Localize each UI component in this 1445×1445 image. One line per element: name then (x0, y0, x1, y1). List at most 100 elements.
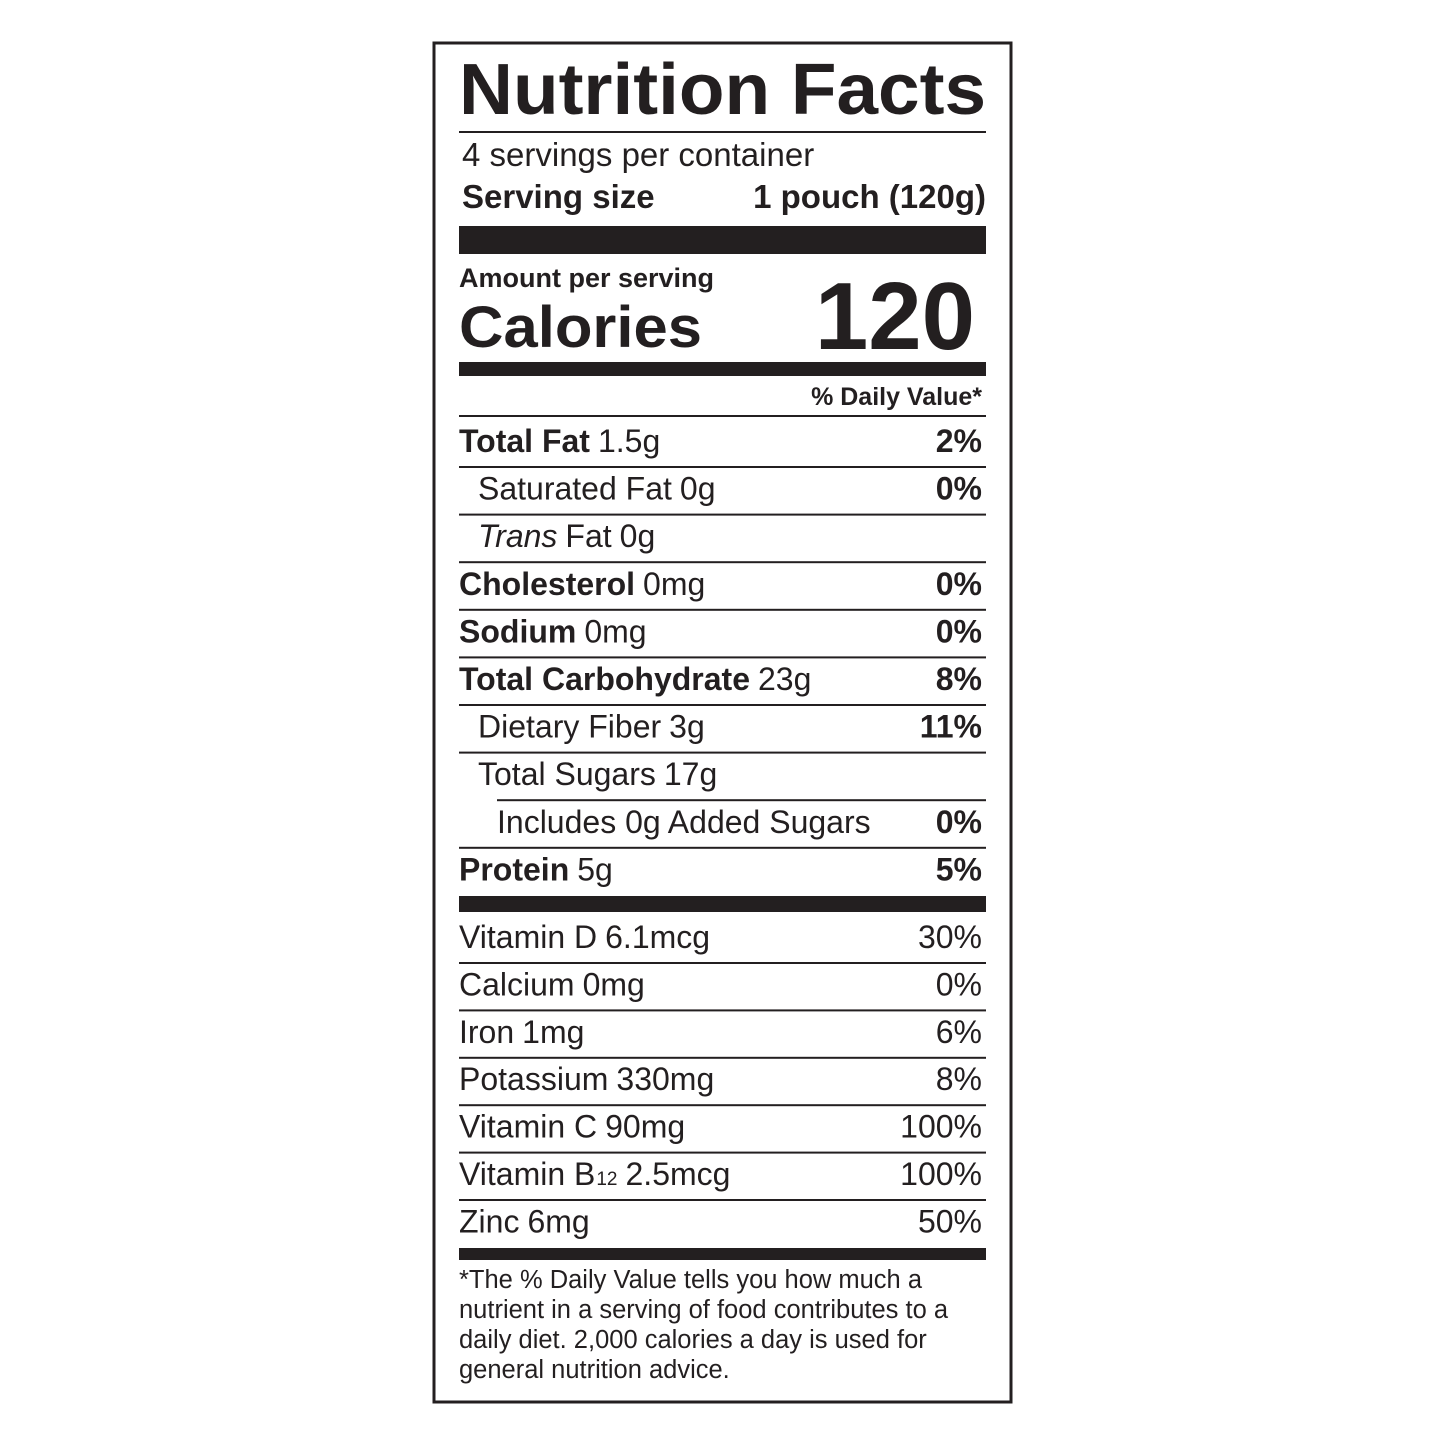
vitamin-row: Vitamin C 90mg (459, 1109, 685, 1145)
vitamin-amount: 0mg (583, 966, 645, 1002)
nutrient-name-italic: Trans (478, 518, 557, 554)
medium-bar (459, 1248, 986, 1260)
row-rule (459, 1104, 986, 1107)
nutrient-daily-value: 0% (936, 804, 982, 840)
nutrient-amount: 0g (620, 518, 656, 554)
vitamin-daily-value: 6% (936, 1014, 982, 1050)
calories-label: Calories (459, 295, 702, 360)
nutrient-amount: 0g (680, 471, 716, 507)
nutrient-row: Total Carbohydrate 23g (459, 661, 811, 697)
vitamin-name: Zinc (459, 1203, 519, 1239)
rule (459, 415, 986, 417)
daily-value-header: % Daily Value* (811, 383, 982, 411)
serving-size-label: Serving size (462, 178, 655, 215)
row-rule (459, 962, 986, 964)
vitamin-amount: 1mg (522, 1014, 584, 1050)
nutrient-daily-value: 11% (920, 709, 982, 745)
nutrient-row: Dietary Fiber 3g (478, 709, 705, 745)
nutrient-name: Fat (565, 518, 611, 554)
vitamin-daily-value: 100% (900, 1156, 982, 1192)
nutrient-name: Includes 0g Added Sugars (497, 804, 871, 840)
calories-value: 120 (815, 263, 975, 370)
nutrient-name: Dietary Fiber (478, 709, 662, 745)
nutrient-name: Saturated Fat (478, 471, 672, 507)
nutrient-daily-value: 0% (936, 471, 982, 507)
footnote-line: general nutrition advice. (459, 1356, 730, 1384)
nutrient-amount: 23g (758, 661, 811, 697)
nutrient-row: Saturated Fat 0g (478, 471, 715, 507)
vitamin-name: Iron (459, 1014, 514, 1050)
vitamin-row: Calcium 0mg (459, 966, 645, 1002)
nutrient-name: Total Fat (459, 423, 590, 459)
vitamin-daily-value: 100% (900, 1109, 982, 1145)
nutrient-daily-value: 0% (936, 566, 982, 602)
nutrient-row: Total Fat 1.5g (459, 423, 660, 459)
rule (459, 131, 986, 133)
nutrient-row: Total Sugars 17g (478, 756, 717, 792)
nutrient-amount: 17g (664, 756, 717, 792)
medium-bar (459, 362, 986, 376)
vitamin-amount: 90mg (605, 1109, 685, 1145)
nutrient-daily-value: 8% (936, 661, 982, 697)
row-rule (459, 751, 986, 754)
row-rule (459, 1009, 986, 1012)
row-rule (459, 846, 986, 849)
nutrient-row: Includes 0g Added Sugars (497, 804, 871, 840)
vitamin-name: Calcium (459, 966, 575, 1002)
row-rule (459, 1151, 986, 1154)
row-rule (459, 466, 986, 468)
thick-bar (459, 226, 986, 254)
row-rule (459, 1056, 986, 1059)
nutrient-name: Sodium (459, 613, 576, 649)
footnote-line: daily diet. 2,000 calories a day is used… (459, 1326, 927, 1354)
vitamin-daily-value: 0% (936, 966, 982, 1002)
row-rule (459, 513, 986, 516)
vitamin-name: Vitamin C (459, 1109, 597, 1145)
nutrient-name: Protein (459, 851, 569, 887)
vitamin-name: Vitamin B (459, 1156, 595, 1192)
vitamin-subscript: 12 (596, 1169, 617, 1190)
row-rule (459, 656, 986, 659)
nutrient-row: Protein 5g (459, 851, 613, 887)
label-border (432, 41, 1013, 1404)
vitamin-row: Vitamin B12 2.5mcg (459, 1156, 730, 1192)
nutrient-row: Cholesterol 0mg (459, 566, 705, 602)
row-rule (459, 561, 986, 564)
vitamin-amount: 2.5mcg (626, 1156, 731, 1192)
vitamin-daily-value: 30% (918, 919, 982, 955)
nutrient-name: Cholesterol (459, 566, 635, 602)
nutrient-amount: 0mg (584, 613, 646, 649)
nutrient-amount: 5g (577, 851, 613, 887)
footnote-line: nutrient in a serving of food contribute… (459, 1296, 949, 1324)
vitamin-row: Iron 1mg (459, 1014, 584, 1050)
vitamin-amount: 6.1mcg (605, 919, 710, 955)
nutrient-amount: 0mg (643, 566, 705, 602)
nutrient-daily-value: 5% (936, 851, 982, 887)
row-rule (497, 799, 986, 802)
nutrient-name: Total Sugars (478, 756, 656, 792)
vitamin-row: Vitamin D 6.1mcg (459, 919, 710, 955)
vitamin-row: Potassium 330mg (459, 1061, 714, 1097)
title: Nutrition Facts (459, 50, 986, 130)
vitamin-daily-value: 8% (936, 1061, 982, 1097)
nutrient-daily-value: 2% (936, 423, 982, 459)
row-rule (459, 1199, 986, 1201)
vitamin-amount: 330mg (616, 1061, 714, 1097)
nutrient-amount: 1.5g (598, 423, 660, 459)
nutrient-row: Sodium 0mg (459, 613, 647, 649)
vitamin-row: Zinc 6mg (459, 1203, 590, 1239)
serving-size-value: 1 pouch (120g) (753, 178, 986, 215)
servings: 4 servings per container (462, 136, 814, 173)
nutrient-daily-value: 0% (936, 613, 982, 649)
nutrient-name: Total Carbohydrate (459, 661, 750, 697)
nutrient-amount: 3g (669, 709, 705, 745)
footnote-line: *The % Daily Value tells you how much a (459, 1266, 923, 1294)
amount-per-serving: Amount per serving (459, 263, 714, 293)
row-rule (459, 608, 986, 611)
vitamin-daily-value: 50% (918, 1203, 982, 1239)
row-rule (459, 704, 986, 706)
vitamin-name: Potassium (459, 1061, 608, 1097)
medium-bar (459, 896, 986, 912)
